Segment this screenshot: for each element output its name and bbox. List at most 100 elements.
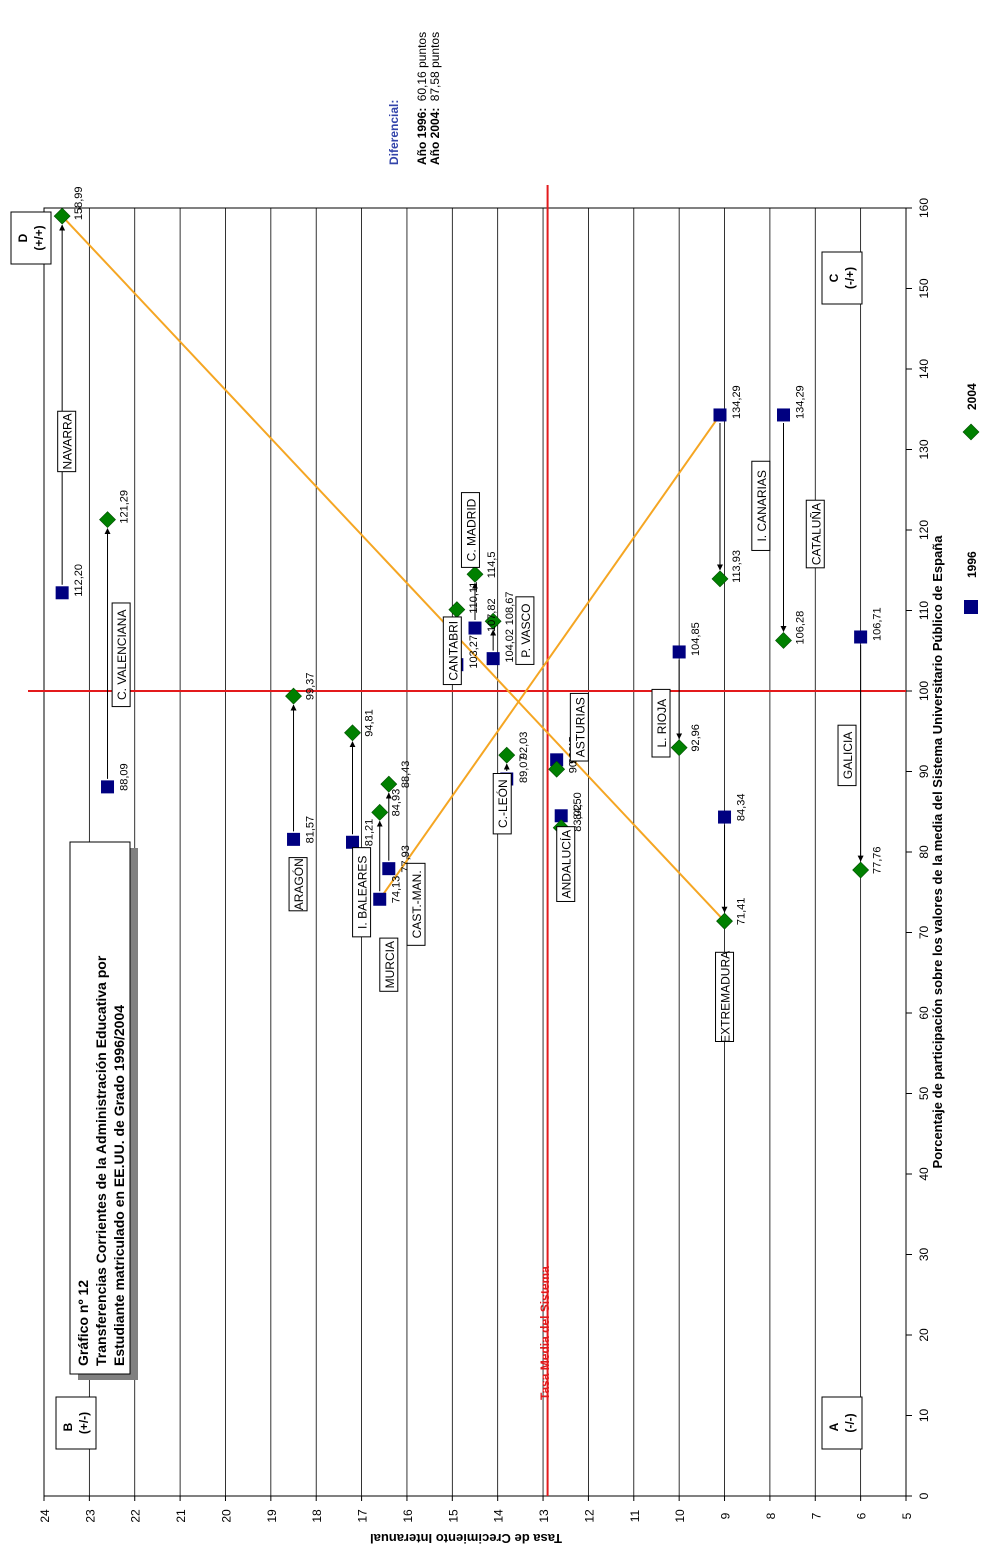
region-label-andaluc-a: ANDALUCÍA [559,830,574,899]
svg-text:(+/-): (+/-) [77,1412,91,1434]
tick-label-y-23: 23 [83,1509,97,1523]
value-2004-l-rioja: 92,96 [690,724,702,752]
value-2004-catalu-a: 106,28 [795,611,807,645]
region-label-p-vasco: P. VASCO [519,604,533,658]
quadrant-d: D (+/+) [10,211,52,265]
tick-label-y-14: 14 [492,1509,506,1523]
region-box-murcia [379,937,399,992]
region-label-i-baleares: I. BALEARES [356,856,370,929]
region-label-murcia: MURCIA [383,941,397,988]
value-1996-c-valenciana: 88,09 [119,763,131,791]
region-label-c-valenciana: C. VALENCIANA [115,610,129,700]
point-1996-c-madrid [468,621,482,635]
tick-label-y-10: 10 [673,1509,687,1523]
value-2004-extremadura: 71,41 [736,898,748,926]
region-label-c-madrid: C. MADRID [464,498,478,561]
region-label-extremadura: EXTREMADURA [719,951,733,1043]
tick-label-x-50: 50 [917,1087,931,1101]
axis-ticks: 5 6 7 8 9 10 11 12 13 14 15 16 17 18 19 20 21 22 23 24 0 10 20… [38,198,931,1523]
region-box-extremadura [715,951,735,1042]
x-axis-label: Porcentaje de participación sobre los va… [930,535,945,1169]
tick-label-y-15: 15 [446,1509,460,1523]
legend-marker-2004 [962,423,980,441]
region-box-asturias [569,692,589,762]
title-line-1: Gráfico nº 12 [75,1280,91,1366]
diferencial-label: Diferencial: [387,100,401,165]
svg-text:C: C [827,273,841,282]
tick-label-x-0: 0 [917,1492,931,1499]
tick-label-x-140: 140 [917,359,931,379]
value-2004-andaluc-a: 83,02 [572,804,584,832]
tick-label-y-21: 21 [174,1509,188,1523]
point-1996-extremadura [718,810,732,824]
value-1996-arag-n: 81,57 [305,816,317,844]
point-2004-murcia [371,803,389,821]
region-box-navarra [57,410,77,473]
svg-text:A: A [827,1422,841,1431]
point-1996-arag-n [287,832,301,846]
data-points [53,207,870,930]
value-2004-murcia: 84,93 [391,789,403,817]
tick-label-y-7: 7 [809,1512,823,1519]
point-2004-catalu-a [775,632,792,649]
value-2004-galicia: 77,76 [872,847,884,875]
point-1996-asturias [550,753,564,767]
tick-label-y-17: 17 [356,1509,370,1523]
value-2004-cast-man-: 88,43 [400,761,412,789]
value-1996-catalu-a: 134,29 [795,385,807,419]
point-1996-catalu-a [777,408,791,422]
svg-text:(+/+): (+/+) [32,225,46,250]
diferencial-1996-value: 60,16 puntos [415,32,429,101]
tick-label-x-100: 100 [917,681,931,701]
tick-label-y-8: 8 [764,1512,778,1519]
point-2004-cast-man- [380,775,398,793]
diferencial-2004-value: 87,58 puntos [428,32,442,101]
point-2004-c-valenciana [99,511,116,529]
region-box-c-le-n [492,773,512,835]
value-1996-l-rioja: 104,85 [690,622,702,656]
plot-frame [43,207,907,1497]
tick-label-x-40: 40 [917,1167,931,1181]
title-line-3: Estudiante matriculado en EE.UU. de Grad… [111,1005,127,1366]
tick-label-x-120: 120 [917,520,931,540]
region-box-i-canarias [751,460,771,551]
tick-label-y-16: 16 [401,1509,415,1523]
value-2004-p-vasco: 108,67 [504,592,516,626]
tick-label-y-24: 24 [38,1509,52,1523]
point-1996-i-canarias [713,408,727,422]
diferencial-2004-label: Año 2004: [428,108,442,165]
point-1996-p-vasco [486,652,500,666]
tick-label-x-80: 80 [917,845,931,859]
tick-label-y-19: 19 [265,1509,279,1523]
tick-label-y-5: 5 [900,1512,914,1519]
point-2004-arag-n [285,687,302,705]
diagonal-1996 [378,414,721,900]
tick-label-x-130: 130 [917,439,931,459]
region-label-l-rioja: L. RIOJA [655,699,669,748]
tick-label-x-10: 10 [917,1409,931,1423]
region-box-catalu-a [805,499,825,569]
region-label-cantabri: CANTABRI [446,621,460,681]
region-label-catalu-a: CATALUÑA [809,503,823,565]
point-1996-galicia [854,630,868,644]
point-1996-c-valenciana [101,780,115,794]
region-box-l-rioja [651,688,671,758]
value-1996-cantabri: 103,27 [468,635,480,669]
diferencial-note: Diferencial: Año 1996: 60,16 puntos Año … [387,32,442,165]
value-1996-i-canarias: 134,29 [731,385,743,419]
value-1996-navarra: 112,20 [73,564,85,597]
svg-text:B: B [61,1422,75,1431]
region-box-c-valenciana [111,602,131,708]
region-box-andaluc-a [556,826,576,902]
region-label-cast-man-: CAST.-MAN. [410,870,424,938]
region-label-asturias: ASTURIAS [573,697,587,757]
tick-label-x-90: 90 [917,765,931,779]
point-2004-p-vasco [484,612,502,630]
tick-label-x-160: 160 [917,198,931,218]
region-label-c-le-n: C.-LEÓN [495,779,510,828]
tick-label-x-60: 60 [917,1006,931,1020]
point-2004-c-le-n [498,746,516,764]
diferencial-1996-label: Año 1996: [415,108,429,165]
value-2004-cantabri: 110,11 [468,582,480,614]
